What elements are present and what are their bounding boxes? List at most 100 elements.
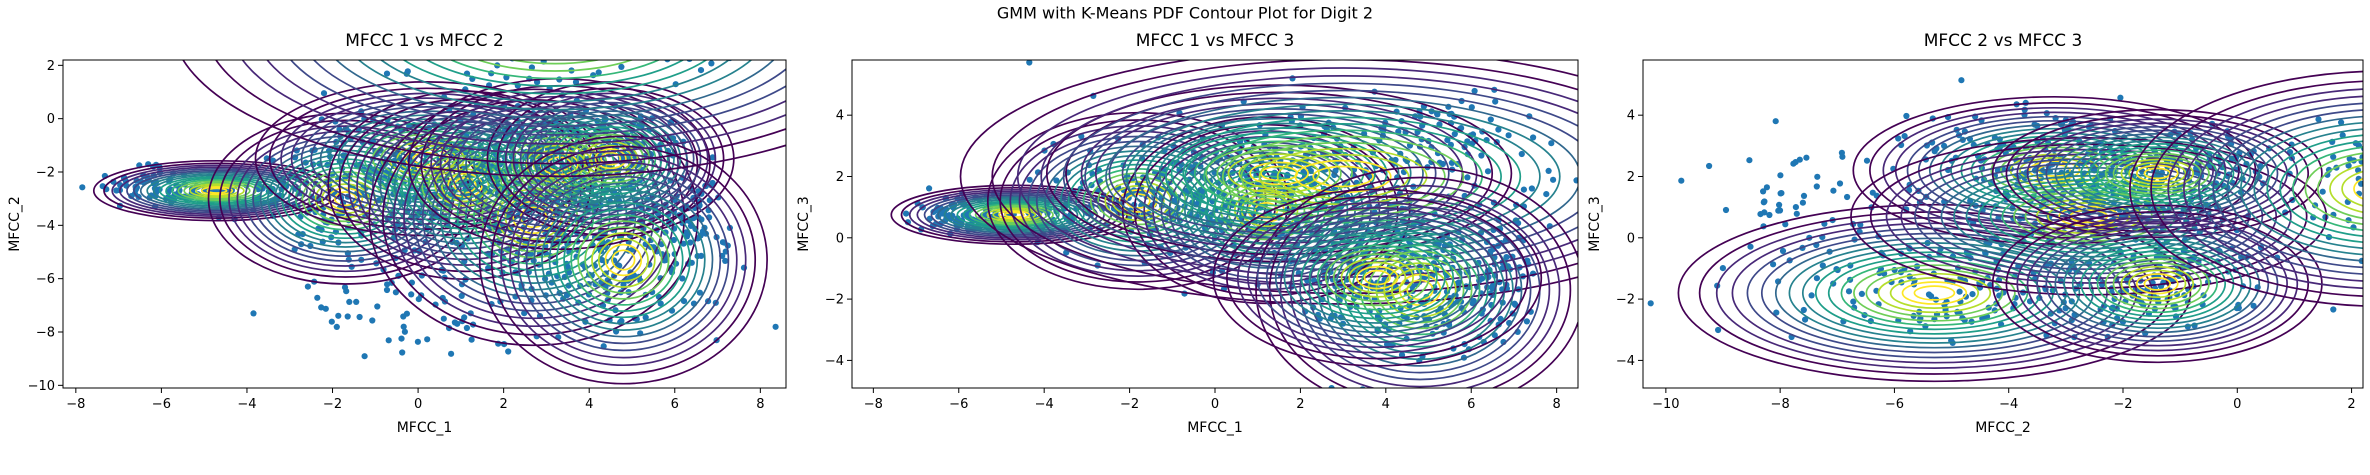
axes-frame xyxy=(62,59,787,389)
scatter-point xyxy=(719,239,727,246)
scatter-point xyxy=(1777,172,1784,179)
scatter-point xyxy=(1830,187,1837,194)
contour-line xyxy=(177,180,257,201)
x-tick-label: −2 xyxy=(2113,397,2132,412)
x-tick-label: 8 xyxy=(756,397,764,412)
scatter-point xyxy=(637,46,643,52)
scatter-point xyxy=(1722,206,1730,214)
contour-line xyxy=(393,136,537,235)
contour-line xyxy=(1363,269,1391,286)
scatter-point xyxy=(448,350,455,357)
scatter-point xyxy=(651,16,657,22)
scatter-point xyxy=(687,239,694,246)
contour-line xyxy=(509,161,738,359)
scatter-point xyxy=(424,336,431,343)
scatter-point xyxy=(595,32,601,38)
scatter-point xyxy=(1439,160,1446,168)
scatter-point xyxy=(1523,318,1530,325)
contour-line xyxy=(1221,135,1465,218)
x-tick-label: −8 xyxy=(864,397,883,412)
scatter-point xyxy=(1845,288,1853,295)
scatter-point xyxy=(1819,262,1826,269)
scatter-point xyxy=(560,1,566,7)
scatter-point xyxy=(1962,293,1969,300)
scatter-point xyxy=(1289,75,1296,82)
y-tick-label: 0 xyxy=(836,231,844,246)
contour-line xyxy=(500,153,747,367)
contour-line xyxy=(2240,122,2363,256)
scatter-point xyxy=(479,21,485,27)
scatter-point xyxy=(622,27,628,33)
contour-line xyxy=(548,195,699,325)
contour-line xyxy=(1913,285,1956,301)
x-tick-label: −4 xyxy=(237,397,256,412)
contour-line xyxy=(382,99,686,336)
contour-line xyxy=(1901,281,1968,305)
scatter-point xyxy=(333,323,340,330)
contour-line xyxy=(1324,248,1430,307)
scatter-point xyxy=(1969,291,1976,298)
contour-line xyxy=(533,182,714,338)
contour-line xyxy=(1853,264,2016,322)
contour-line xyxy=(943,197,1085,233)
x-tick-label: −2 xyxy=(1120,397,1139,412)
contour-line xyxy=(206,187,228,194)
scatter-point xyxy=(688,1,694,7)
scatter-point xyxy=(1545,167,1552,174)
scatter-point xyxy=(664,6,670,12)
scatter-point xyxy=(345,256,352,263)
scatter-point xyxy=(361,353,368,360)
scatter-point xyxy=(2330,306,2337,313)
scatter-point xyxy=(343,288,350,295)
contour-line xyxy=(2028,160,2081,181)
contour-line xyxy=(1746,227,2123,359)
contour-line xyxy=(504,92,717,225)
contour-line xyxy=(159,176,275,206)
scatter-point xyxy=(468,0,474,3)
scatter-point xyxy=(500,22,506,28)
contour-line xyxy=(1279,184,1561,388)
contour-line xyxy=(165,177,269,204)
contour-line xyxy=(103,162,331,219)
figure-suptitle: GMM with K-Means PDF Contour Plot for Di… xyxy=(997,4,1373,23)
contour-line xyxy=(200,186,234,196)
contour-line xyxy=(1991,108,2323,239)
x-tick-label: −4 xyxy=(1999,397,2018,412)
scatter-point xyxy=(513,0,519,5)
scatter-point xyxy=(903,210,910,217)
contour-line xyxy=(2088,146,2227,201)
contour-line xyxy=(1145,110,1541,243)
scatter-point xyxy=(79,184,86,191)
y-axis-label: MFCC_3 xyxy=(1587,196,1603,252)
scatter-point xyxy=(1863,157,1871,164)
y-tick-label: −6 xyxy=(36,272,55,287)
contour-line xyxy=(1677,203,2192,383)
scatter-point xyxy=(2315,116,2322,123)
contour-line xyxy=(950,198,1079,231)
contour-line xyxy=(183,181,251,200)
contour-line xyxy=(2026,122,2288,225)
contour-line xyxy=(475,60,635,72)
contour-line xyxy=(118,166,316,216)
contour-line xyxy=(430,90,689,238)
scatter-point xyxy=(1928,293,1935,300)
contour-line xyxy=(490,145,757,375)
scatter-point xyxy=(383,286,391,294)
contour-line xyxy=(312,60,786,128)
contour-line xyxy=(1226,195,1529,360)
scatter-point xyxy=(805,65,811,71)
contour-line xyxy=(2071,139,2243,208)
contour-line xyxy=(1283,226,1472,329)
contour-line xyxy=(111,164,323,217)
scatter-point xyxy=(1655,164,1661,170)
scatter-point xyxy=(1373,397,1379,403)
contour-line xyxy=(449,60,661,80)
scatter-point xyxy=(1520,186,1527,193)
scatter-point xyxy=(1808,292,1815,299)
y-tick-label: −4 xyxy=(36,219,55,234)
scatter-point xyxy=(400,313,407,320)
scatter-point xyxy=(756,36,762,42)
scatter-point xyxy=(772,323,779,330)
y-axis-label: MFCC_3 xyxy=(796,196,812,252)
x-tick-label: −6 xyxy=(1885,397,1904,412)
